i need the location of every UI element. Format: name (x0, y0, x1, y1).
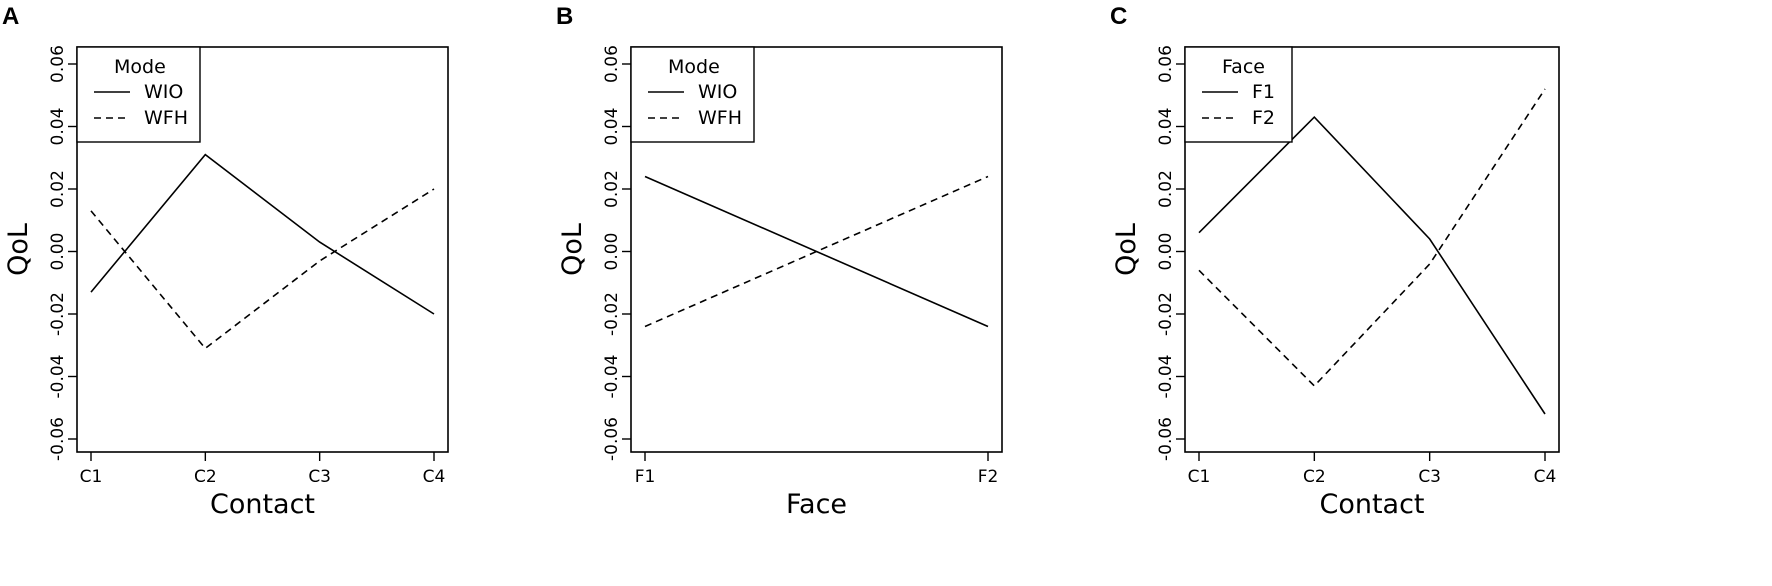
y-tick-label: -0.04 (48, 355, 68, 399)
x-tick-label: F2 (978, 467, 999, 487)
y-tick-label: -0.06 (602, 417, 622, 461)
legend: Mode WIO WFH (76, 46, 201, 143)
series-line-wfh (644, 175, 989, 328)
x-tick-label: C3 (308, 467, 331, 487)
legend-label: WIO (144, 81, 183, 103)
y-tick-label: -0.02 (602, 292, 622, 336)
y-axis-title: QoL (3, 223, 34, 276)
legend-box (76, 46, 201, 143)
y-tick-label: 0.06 (1156, 45, 1176, 83)
y-tick-label: 0.00 (602, 233, 622, 271)
x-tick-label: C1 (80, 467, 103, 487)
plot-frame (76, 46, 449, 453)
y-tick-label: 0.04 (1156, 108, 1176, 146)
x-tick-label: C2 (1303, 467, 1326, 487)
panel-letter: B (556, 3, 573, 30)
legend-title: Mode (114, 56, 166, 78)
panel-b: B -0.06 -0.04 -0.02 0.00 0.02 0.04 0.06 F1 F2 Face… (556, 3, 1003, 520)
legend-label: WFH (144, 107, 188, 129)
panel-c: C -0.06 -0.04 -0.02 0.00 0.02 0.04 0.06 C1 C2 C3 C4… (1110, 3, 1560, 520)
y-tick-label: 0.02 (1156, 170, 1176, 208)
x-tick-label: C3 (1418, 467, 1441, 487)
panel-letter: A (2, 3, 19, 30)
y-tick-label: 0.02 (48, 170, 68, 208)
y-tick-label: 0.06 (602, 45, 622, 83)
x-axis-title: Face (786, 489, 847, 520)
legend-label: WFH (698, 107, 742, 129)
x-tick-label: F1 (635, 467, 656, 487)
y-tick-label: -0.04 (602, 355, 622, 399)
y-tick-label: -0.04 (1156, 355, 1176, 399)
legend-title: Face (1222, 56, 1265, 78)
legend-box (1184, 46, 1293, 143)
y-tick-label: 0.04 (602, 108, 622, 146)
legend: Face F1 F2 (1184, 46, 1293, 143)
y-tick-label: 0.02 (602, 170, 622, 208)
series-line-f1 (1198, 115, 1546, 415)
plot-frame (1184, 46, 1560, 453)
legend-box (630, 46, 755, 143)
y-tick-label: 0.04 (48, 108, 68, 146)
y-tick-label: 0.00 (48, 233, 68, 271)
x-axis-title: Contact (1319, 489, 1424, 520)
series-line-f2 (1198, 88, 1546, 388)
y-tick-label: -0.06 (1156, 417, 1176, 461)
y-tick-label: 0.00 (1156, 233, 1176, 271)
legend-label: F1 (1252, 81, 1275, 103)
legend-label: F2 (1252, 107, 1275, 129)
x-tick-label: C1 (1188, 467, 1211, 487)
x-axis-title: Contact (210, 489, 315, 520)
panel-a: A -0.06 -0.04 -0.02 0.00 0.02 0.04 0.06 C1 C2 C3 C4… (2, 3, 449, 520)
series-line-wfh (90, 188, 435, 350)
x-tick-label: C4 (1534, 467, 1557, 487)
legend-title: Mode (668, 56, 720, 78)
y-tick-label: -0.06 (48, 417, 68, 461)
y-axis-title: QoL (1111, 223, 1142, 276)
legend-label: WIO (698, 81, 737, 103)
x-tick-label: C2 (194, 467, 217, 487)
x-tick-label: C4 (423, 467, 446, 487)
series-line-wio (90, 153, 435, 315)
y-axis-title: QoL (557, 223, 588, 276)
series-line-wio (644, 175, 989, 328)
plot-frame (630, 46, 1003, 453)
y-tick-label: -0.02 (48, 292, 68, 336)
legend: Mode WIO WFH (630, 46, 755, 143)
y-tick-label: -0.02 (1156, 292, 1176, 336)
panel-letter: C (1110, 3, 1127, 30)
y-tick-label: 0.06 (48, 45, 68, 83)
